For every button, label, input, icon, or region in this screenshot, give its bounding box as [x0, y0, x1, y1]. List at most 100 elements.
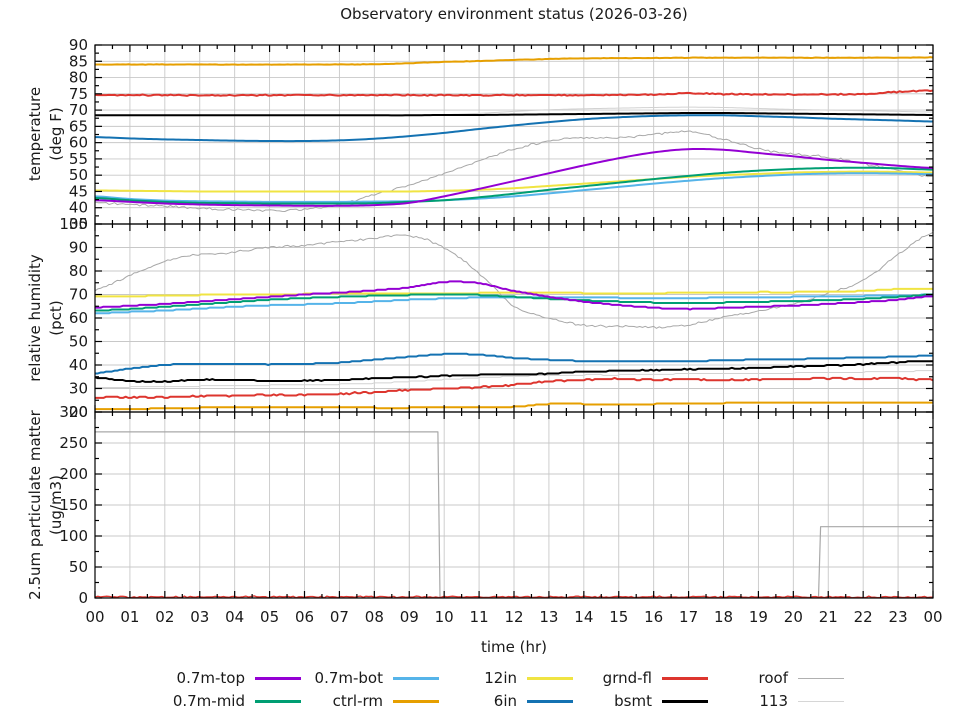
- x-tick-label: 23: [889, 608, 908, 626]
- x-tick-label: 21: [819, 608, 838, 626]
- y-tick-label: 80: [69, 69, 88, 87]
- y-tick-label: 50: [69, 333, 88, 351]
- series-line-bsmt: [95, 360, 933, 383]
- x-tick-label: 17: [679, 608, 698, 626]
- x-tick-label: 18: [714, 608, 733, 626]
- series-line-6in: [95, 114, 933, 143]
- x-axis-label: time (hr): [480, 638, 548, 656]
- series-line-0.7m-top: [95, 147, 933, 207]
- legend-label: 0.7m-top: [176, 669, 245, 687]
- y-tick-label: 90: [69, 239, 88, 257]
- x-tick-label: 22: [854, 608, 873, 626]
- y-tick-label: 60: [69, 309, 88, 327]
- legend-line-swatch: [662, 699, 708, 703]
- series-line-113: [95, 370, 933, 389]
- y-tick-label: 45: [69, 182, 88, 200]
- y-tick-label: 100: [59, 527, 88, 545]
- x-tick-label: 07: [330, 608, 349, 626]
- legend-line-swatch: [393, 699, 439, 703]
- series-line-12in: [95, 287, 933, 298]
- series-line-bsmt: [95, 111, 933, 117]
- y-tick-label: 250: [59, 434, 88, 452]
- y-tick-label: 30: [69, 380, 88, 398]
- chart-title: Observatory environment status (2026-03-…: [340, 5, 688, 23]
- series-line-ctrl-rm: [95, 56, 933, 66]
- y-tick-label: 55: [69, 150, 88, 168]
- grid-lines: [95, 224, 933, 412]
- y-tick-label: 70: [69, 286, 88, 304]
- legend-item-grnd-fl: grnd-fl: [496, 668, 708, 688]
- legend-item-0.7m-top: 0.7m-top: [89, 668, 301, 688]
- y-tick-label: 70: [69, 101, 88, 119]
- y-tick-label: 150: [59, 496, 88, 514]
- x-tick-label: 19: [749, 608, 768, 626]
- x-tick-label: 00: [923, 608, 942, 626]
- legend-label: 0.7m-mid: [172, 692, 245, 710]
- axes: [94, 411, 934, 599]
- x-tick-labels: 00 01 02 03 04 05 06 07 08 09 10 11 12 13 14 15 16 17 18 19…: [85, 608, 942, 626]
- legend-line-swatch: [255, 699, 301, 703]
- legend-label: 12in: [484, 669, 517, 687]
- legend-item-ctrl-rm: ctrl-rm: [227, 691, 439, 711]
- y-tick-label: 50: [69, 166, 88, 184]
- legend-line-swatch: [393, 676, 439, 680]
- y-tick-label: 85: [69, 52, 88, 70]
- legend-item-0.7m-mid: 0.7m-mid: [89, 691, 301, 711]
- y-tick-label: 35: [69, 215, 88, 233]
- x-tick-label: 14: [574, 608, 593, 626]
- series-line-0.7m-top: [95, 280, 933, 311]
- y-tick-label: 40: [69, 356, 88, 374]
- y-tick-label: 90: [69, 36, 88, 54]
- y-tick-label: 50: [69, 558, 88, 576]
- y-tick-labels: 20 30 40 50 60 70 80 90 100: [59, 215, 88, 421]
- x-tick-label: 05: [260, 608, 279, 626]
- legend-label: 6in: [493, 692, 517, 710]
- x-tick-label: 00: [85, 608, 104, 626]
- legend-label: bsmt: [614, 692, 652, 710]
- grid-lines: [95, 412, 933, 598]
- series-line-12in: [95, 170, 933, 193]
- series-line-6in: [95, 352, 933, 375]
- legend-line-swatch: [527, 699, 573, 703]
- x-tick-label: 04: [225, 608, 244, 626]
- y-tick-labels: 0 50 100 150 200 250 300: [59, 403, 88, 607]
- x-tick-label: 10: [435, 608, 454, 626]
- legend-item-roof: roof: [632, 668, 844, 688]
- series-line-grnd-fl: [95, 89, 933, 97]
- legend-line-swatch: [798, 677, 844, 679]
- y-tick-label: 65: [69, 117, 88, 135]
- y-tick-label: 40: [69, 199, 88, 217]
- x-tick-label: 08: [365, 608, 384, 626]
- legend-item-bsmt: bsmt: [496, 691, 708, 711]
- y-tick-label: 100: [59, 215, 88, 233]
- series-group: [95, 56, 933, 212]
- x-tick-label: 13: [539, 608, 558, 626]
- series-line-roof: [95, 130, 933, 212]
- y-tick-label: 20: [69, 403, 88, 421]
- series-line-0.7m-mid: [95, 166, 933, 205]
- legend-line-swatch: [255, 676, 301, 680]
- legend-item-12in: 12in: [361, 668, 573, 688]
- series-line-0.7m-mid: [95, 293, 933, 312]
- x-tick-label: 11: [470, 608, 489, 626]
- legend-label: ctrl-rm: [332, 692, 383, 710]
- y-tick-label: 300: [59, 403, 88, 421]
- y-tick-label: 200: [59, 465, 88, 483]
- legend-label: 113: [759, 692, 788, 710]
- x-tick-label: 03: [190, 608, 209, 626]
- x-tick-label: 02: [155, 608, 174, 626]
- legend-label: 0.7m-bot: [314, 669, 383, 687]
- x-tick-label: 12: [504, 608, 523, 626]
- y-tick-label: 75: [69, 85, 88, 103]
- legend-line-swatch: [662, 676, 708, 680]
- panel-particulate-matter: 0 50 100 150 200 250 300: [59, 403, 934, 607]
- y-tick-label: 60: [69, 134, 88, 152]
- panel-relative-humidity: 20 30 40 50 60 70 80 90 100: [59, 215, 934, 421]
- x-tick-label: 15: [609, 608, 628, 626]
- x-tick-label: 09: [400, 608, 419, 626]
- x-tick-label: 01: [120, 608, 139, 626]
- y-tick-label: 0: [78, 589, 88, 607]
